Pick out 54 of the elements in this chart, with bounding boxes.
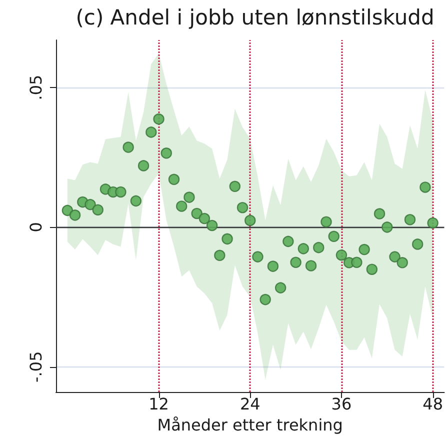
point	[214, 250, 226, 261]
point	[313, 242, 324, 254]
point	[427, 217, 438, 229]
point	[229, 180, 240, 192]
point	[206, 220, 218, 232]
point	[244, 214, 256, 226]
point	[298, 243, 310, 254]
point	[160, 148, 172, 159]
point	[389, 251, 400, 262]
x-tick-label: 48	[422, 394, 443, 414]
point	[184, 192, 195, 203]
point	[267, 260, 279, 272]
point	[382, 222, 393, 233]
point	[328, 230, 340, 242]
point	[84, 198, 96, 210]
y-tick-label: 0	[26, 222, 46, 232]
x-tick-label: 12	[148, 394, 169, 414]
point	[122, 142, 134, 153]
point	[236, 202, 248, 214]
point	[62, 204, 74, 216]
point	[396, 257, 408, 268]
point	[130, 195, 142, 207]
point	[282, 236, 294, 248]
point	[351, 256, 362, 268]
point	[153, 113, 164, 125]
point	[420, 182, 431, 193]
point	[290, 256, 302, 268]
x-tick-label: 36	[331, 394, 352, 414]
point	[191, 208, 202, 220]
x-axis-title: Måneder etter trekning	[157, 415, 343, 434]
point	[274, 282, 286, 294]
point	[305, 260, 317, 272]
point	[69, 210, 81, 221]
point	[260, 294, 271, 306]
point	[320, 216, 332, 228]
point	[358, 244, 370, 256]
point	[168, 174, 180, 185]
point	[138, 160, 150, 172]
x-tick-label: 24	[240, 394, 260, 414]
point	[198, 212, 210, 224]
point	[115, 186, 126, 198]
point	[374, 208, 386, 220]
chart-title: (c) Andel i jobb uten lønnstilskudd	[76, 6, 434, 30]
point	[252, 251, 264, 262]
point	[336, 250, 348, 261]
point	[222, 233, 233, 245]
point	[412, 238, 424, 250]
point	[366, 264, 378, 275]
point	[146, 126, 157, 138]
point	[92, 204, 104, 216]
y-tick-label: -.05	[26, 351, 46, 382]
point	[176, 200, 188, 212]
point	[404, 214, 416, 226]
y-tick-label: .05	[26, 74, 46, 100]
